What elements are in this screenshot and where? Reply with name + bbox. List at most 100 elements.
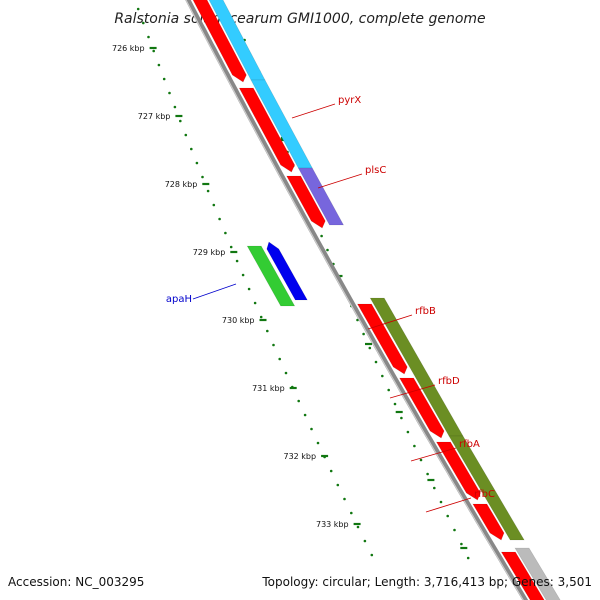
minor-tick-dot [195, 161, 199, 165]
genome-backbone [185, 0, 529, 600]
minor-tick-dot [142, 21, 145, 25]
label-leader-line [192, 283, 237, 300]
minor-tick-dot-inner [400, 416, 403, 420]
minor-tick-dot [229, 245, 233, 249]
label-leader-line [317, 173, 363, 189]
tick-label: 731 kbp [252, 384, 285, 393]
minor-tick-dot [162, 77, 166, 81]
minor-tick-dot [206, 189, 210, 193]
kbp-ruler: 726 kbp 727 kbp 728 kbp 729 kbp 730 kbp 731 k… [112, 7, 470, 560]
minor-tick-dot [168, 91, 171, 95]
cds-arrow [356, 303, 408, 375]
minor-tick-dot-inner [387, 388, 391, 392]
minor-tick-dot-inner [381, 374, 384, 378]
gene-label-plsC: plsC [365, 165, 386, 176]
minor-tick-dot-inner [413, 444, 416, 448]
minor-tick-dot [284, 371, 288, 375]
minor-tick-dot [241, 273, 245, 277]
minor-tick-dot [272, 343, 275, 347]
minor-tick-dot [259, 315, 263, 319]
genome-summary-text: Topology: circular; Length: 3,716,413 bp… [261, 575, 592, 589]
label-leader-line [291, 103, 336, 119]
minor-tick-dot [253, 301, 257, 305]
gene-block-plsC [297, 167, 345, 226]
minor-tick-dot-inner [356, 318, 359, 322]
backbone-line [185, 0, 529, 600]
minor-tick-dot [152, 49, 155, 53]
feature-track [192, 0, 561, 600]
gene-block-apaH [246, 245, 296, 307]
gene-block-grey [514, 547, 561, 600]
minor-tick-dot [350, 511, 353, 515]
label-leader-line [425, 497, 472, 513]
minor-tick-dot-inner [326, 248, 329, 252]
tick-label: 727 kbp [138, 112, 171, 121]
cds-arrow [500, 551, 545, 600]
tick-label: 730 kbp [222, 316, 255, 325]
minor-tick-dot-inner [320, 234, 323, 238]
minor-tick-dot [218, 217, 221, 221]
minor-tick-dot-inner [466, 556, 470, 560]
minor-tick-dot [212, 203, 216, 207]
tick-label: 733 kbp [316, 520, 349, 529]
minor-tick-dot-inner [439, 500, 443, 504]
tick-label: 732 kbp [283, 452, 316, 461]
gene-arrow-blue [266, 241, 308, 301]
minor-tick-dot [266, 329, 269, 333]
minor-tick-dot [235, 259, 239, 263]
minor-tick-dot-inner [368, 346, 372, 350]
minor-tick-dot-inner [446, 514, 450, 518]
gene-label-rfbC: rfbC [474, 489, 495, 500]
cds-arrow [286, 175, 326, 229]
minor-tick-dot-inner [393, 402, 397, 406]
minor-tick-dot [190, 147, 193, 151]
minor-tick-dot [316, 441, 320, 445]
minor-tick-dot [310, 427, 313, 431]
label-leader-line [410, 447, 457, 462]
minor-tick-dot [329, 469, 333, 473]
label-leader-line [389, 384, 436, 399]
minor-tick-dot-inner [406, 430, 410, 434]
cds-arrow [238, 87, 296, 173]
cds-arrow [435, 441, 481, 501]
tick-label: 726 kbp [112, 44, 145, 53]
minor-tick-dot [201, 175, 204, 179]
gene-label-apaH: apaH [166, 294, 192, 305]
minor-tick-dot [343, 497, 346, 501]
minor-tick-dot [297, 399, 301, 403]
minor-tick-dot [184, 133, 188, 137]
minor-tick-dot [179, 119, 182, 123]
minor-tick-dot [370, 553, 374, 557]
label-leader-line [367, 314, 413, 330]
accession-text: Accession: NC_003295 [8, 575, 144, 589]
minor-tick-dot-inner [433, 486, 436, 490]
gene-labels: pyrX plsC apaH rfbB rfbD rfbA rfbC [166, 95, 495, 513]
minor-tick-dot-inner [419, 458, 423, 462]
minor-tick-dot-inner [460, 542, 463, 546]
tick-label: 729 kbp [193, 248, 226, 257]
minor-tick-dot [247, 287, 251, 291]
cds-arrow [399, 377, 445, 439]
minor-tick-dot [136, 7, 140, 11]
cds-arrow [192, 0, 247, 83]
minor-tick-dot [173, 105, 177, 109]
gene-block-rfbA-rfbC [448, 435, 525, 541]
minor-tick-dot [278, 357, 282, 361]
minor-tick-dot [157, 63, 161, 67]
gene-label-rfbA: rfbA [459, 439, 480, 450]
map-title: Ralstonia solanacearum GMI1000, complete… [114, 11, 485, 27]
minor-tick-dot-inner [374, 360, 378, 364]
cds-arrow [472, 503, 505, 541]
minor-tick-dot-inner [426, 472, 429, 476]
minor-tick-dot [356, 525, 360, 529]
gene-label-pyrX: pyrX [338, 95, 361, 106]
minor-tick-dot [303, 413, 307, 417]
gene-label-rfbB: rfbB [415, 306, 436, 317]
minor-tick-dot [363, 539, 367, 543]
minor-tick-dot-inner [362, 332, 365, 336]
minor-tick-dot [224, 231, 227, 235]
minor-tick-dot [147, 35, 150, 39]
minor-tick-dot-inner [453, 528, 456, 532]
